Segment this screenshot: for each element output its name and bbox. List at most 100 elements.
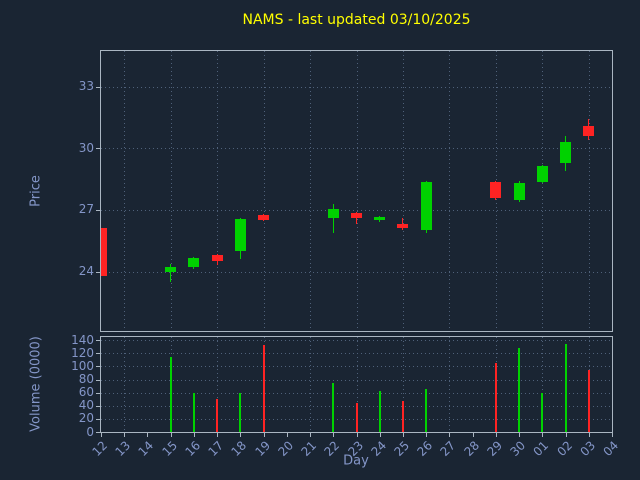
day-tick-mark: [449, 433, 451, 437]
price-tick-label: 24: [78, 264, 94, 278]
volume-bar: [494, 363, 497, 432]
price-panel: [100, 50, 613, 332]
price-tick-mark: [96, 86, 100, 88]
volume-axis-label: Volume (0000): [28, 336, 44, 432]
day-tick-mark: [193, 433, 195, 437]
volume-tick-label: 0: [86, 424, 94, 439]
price-tick-mark: [96, 148, 100, 150]
candle-wick: [332, 203, 334, 233]
day-tick-mark: [542, 433, 544, 437]
day-tick-mark: [565, 433, 567, 437]
day-tick-label: 20: [275, 438, 297, 459]
gridline-horizontal: [101, 379, 612, 381]
day-tick-label: 13: [112, 438, 134, 459]
volume-panel: [100, 336, 613, 433]
candle-body: [101, 228, 107, 276]
gridline-vertical: [588, 51, 590, 331]
volume-tick-label: 140: [71, 332, 94, 347]
day-tick-label: 03: [577, 438, 598, 459]
x-axis-label: Day: [343, 453, 369, 469]
day-tick-label: 12: [89, 438, 111, 459]
volume-tick-mark: [96, 405, 100, 407]
day-tick-label: 02: [554, 438, 575, 459]
volume-bar: [587, 369, 590, 432]
gridline-vertical: [449, 51, 451, 331]
day-tick-mark: [310, 433, 312, 437]
day-tick-mark: [472, 433, 474, 437]
gridline-vertical: [310, 337, 312, 432]
volume-tick-label: 80: [78, 372, 94, 387]
candle-body: [234, 219, 246, 251]
day-tick-mark: [379, 433, 381, 437]
gridline-horizontal: [101, 392, 612, 394]
gridline-horizontal: [101, 271, 612, 273]
gridline-vertical: [170, 51, 172, 331]
candle-body: [165, 267, 177, 272]
volume-tick-label: 100: [71, 358, 94, 373]
gridline-horizontal: [101, 209, 612, 211]
gridline-vertical: [402, 51, 404, 331]
day-tick-mark: [263, 433, 265, 437]
volume-bar: [239, 392, 242, 432]
candle-body: [420, 182, 432, 231]
volume-tick-mark: [96, 340, 100, 342]
day-tick-mark: [217, 433, 219, 437]
gridline-vertical: [217, 337, 219, 432]
gridline-vertical: [356, 51, 358, 331]
gridline-horizontal: [101, 148, 612, 150]
day-tick-label: 19: [252, 438, 273, 459]
day-tick-label: 26: [414, 438, 436, 459]
day-tick-mark: [426, 433, 428, 437]
gridline-vertical: [310, 51, 312, 331]
day-tick-mark: [356, 433, 358, 437]
day-tick-label: 18: [228, 438, 250, 459]
day-tick-label: 25: [391, 438, 413, 459]
volume-tick-label: 20: [78, 411, 94, 426]
volume-tick-mark: [96, 366, 100, 368]
volume-tick-mark: [96, 432, 100, 433]
day-tick-label: 17: [205, 438, 227, 459]
day-tick-mark: [101, 433, 102, 437]
price-tick-mark: [96, 271, 100, 273]
gridline-vertical: [263, 51, 265, 331]
candle-body: [583, 125, 595, 137]
day-tick-label: 30: [507, 438, 529, 459]
gridline-vertical: [402, 337, 404, 432]
day-tick-label: 22: [321, 438, 343, 459]
volume-bar: [332, 382, 335, 432]
price-tick-label: 30: [78, 140, 94, 155]
day-tick-mark: [519, 433, 521, 437]
volume-bar: [541, 392, 544, 432]
gridline-horizontal: [101, 340, 612, 342]
gridline-horizontal: [101, 366, 612, 368]
price-tick-label: 27: [78, 202, 94, 217]
gridline-vertical: [356, 337, 358, 432]
gridline-vertical: [449, 337, 451, 432]
volume-bar: [564, 343, 567, 432]
candle-body: [560, 142, 572, 163]
volume-tick-mark: [96, 418, 100, 420]
day-tick-label: 14: [135, 438, 157, 459]
volume-tick-mark: [96, 392, 100, 394]
gridline-vertical: [542, 51, 544, 331]
volume-bar: [425, 388, 428, 432]
volume-bar: [192, 392, 195, 432]
day-tick-mark: [402, 433, 404, 437]
gridline-vertical: [542, 337, 544, 432]
candle-wick: [402, 218, 404, 231]
day-tick-mark: [124, 433, 126, 437]
volume-bar: [518, 348, 521, 432]
price-tick-mark: [96, 209, 100, 211]
volume-tick-mark: [96, 379, 100, 381]
volume-bar: [378, 391, 381, 432]
candle-body: [374, 217, 386, 221]
candle-body: [490, 182, 502, 198]
volume-bar: [262, 344, 265, 432]
day-tick-label: 29: [484, 438, 506, 459]
price-axis-label: Price: [28, 175, 44, 207]
day-tick-mark: [147, 433, 149, 437]
candle-body: [327, 208, 339, 219]
day-tick-label: 27: [437, 438, 459, 459]
day-tick-mark: [495, 433, 497, 437]
